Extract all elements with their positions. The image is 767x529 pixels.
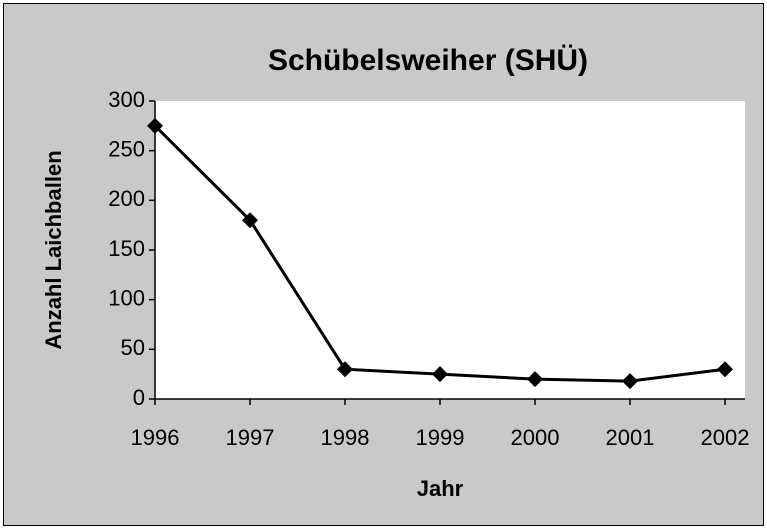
y-tick-label: 100 bbox=[108, 285, 145, 310]
x-tick-label: 1997 bbox=[226, 425, 275, 450]
y-tick-label: 50 bbox=[121, 335, 145, 360]
y-tick-label: 200 bbox=[108, 186, 145, 211]
plot-area bbox=[155, 101, 745, 399]
point-marker bbox=[527, 371, 543, 388]
x-tick-label: 1999 bbox=[416, 425, 465, 450]
point-marker bbox=[432, 366, 448, 383]
y-tick-label: 0 bbox=[133, 385, 145, 410]
x-axis-label: Jahr bbox=[417, 476, 464, 501]
y-axis-label: Anzahl Laichballen bbox=[41, 150, 66, 349]
x-tick-label: 2000 bbox=[511, 425, 560, 450]
point-marker bbox=[147, 117, 163, 134]
y-tick-label: 250 bbox=[108, 136, 145, 161]
y-tick-label: 300 bbox=[108, 87, 145, 112]
x-tick-label: 2001 bbox=[606, 425, 655, 450]
chart-title: Schübelsweiher (SHÜ) bbox=[268, 44, 588, 77]
point-marker bbox=[242, 212, 258, 229]
point-marker bbox=[337, 361, 353, 378]
point-marker bbox=[622, 373, 638, 390]
y-tick-label: 150 bbox=[108, 236, 145, 261]
x-tick-label: 1998 bbox=[321, 425, 370, 450]
point-marker bbox=[717, 361, 733, 378]
x-tick-label: 1996 bbox=[131, 425, 180, 450]
x-tick-label: 2002 bbox=[701, 425, 750, 450]
